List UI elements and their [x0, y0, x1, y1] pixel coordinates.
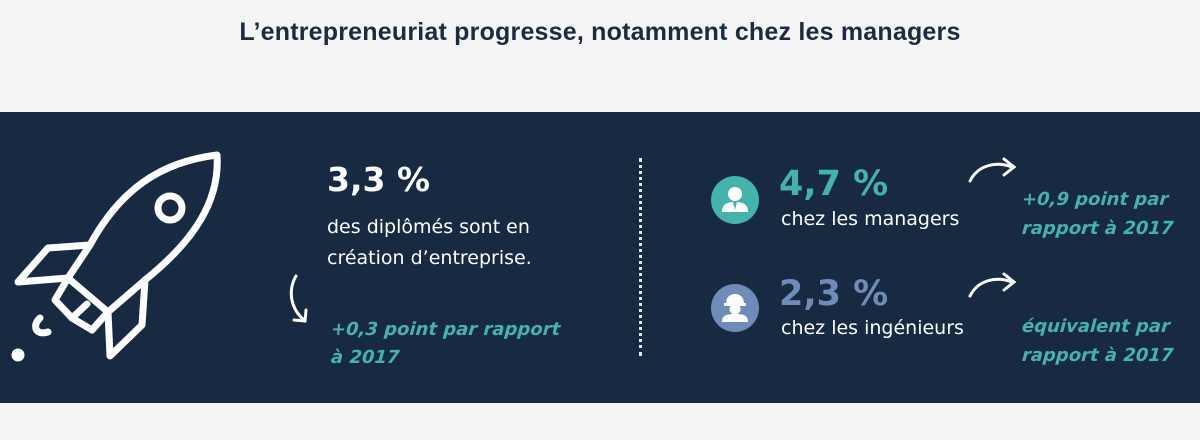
curved-arrow-right-icon [968, 157, 1017, 183]
graduates-desc-line2: création d’entreprise. [327, 247, 532, 269]
graduates-note-line1: +0,3 point par rapport [330, 319, 561, 340]
dotted-divider [639, 158, 642, 356]
engineers-percentage: 2,3 % [779, 274, 889, 314]
engineers-label: chez les ingénieurs [781, 317, 964, 339]
managers-note-line2: rapport à 2017 [1021, 218, 1175, 239]
engineer-hardhat-icon [711, 284, 759, 332]
graduates-percentage: 3,3 % [327, 160, 431, 199]
managers-label: chez les managers [781, 208, 960, 230]
page-title: L’entrepreneuriat progresse, notamment c… [239, 18, 961, 46]
curved-arrow-down-icon [289, 274, 308, 323]
curved-arrow-right-icon [968, 272, 1017, 298]
engineers-note-line1: équivalent par [1021, 316, 1171, 337]
manager-icon [711, 176, 759, 224]
graduates-note-line2: à 2017 [330, 347, 401, 368]
graduates-desc-line1: des diplômés sont en [327, 216, 530, 238]
managers-note-line1: +0,9 point par [1021, 189, 1170, 210]
rocket-icon [11, 151, 221, 362]
managers-percentage: 4,7 % [779, 164, 889, 204]
engineers-note-line2: rapport à 2017 [1021, 345, 1175, 366]
